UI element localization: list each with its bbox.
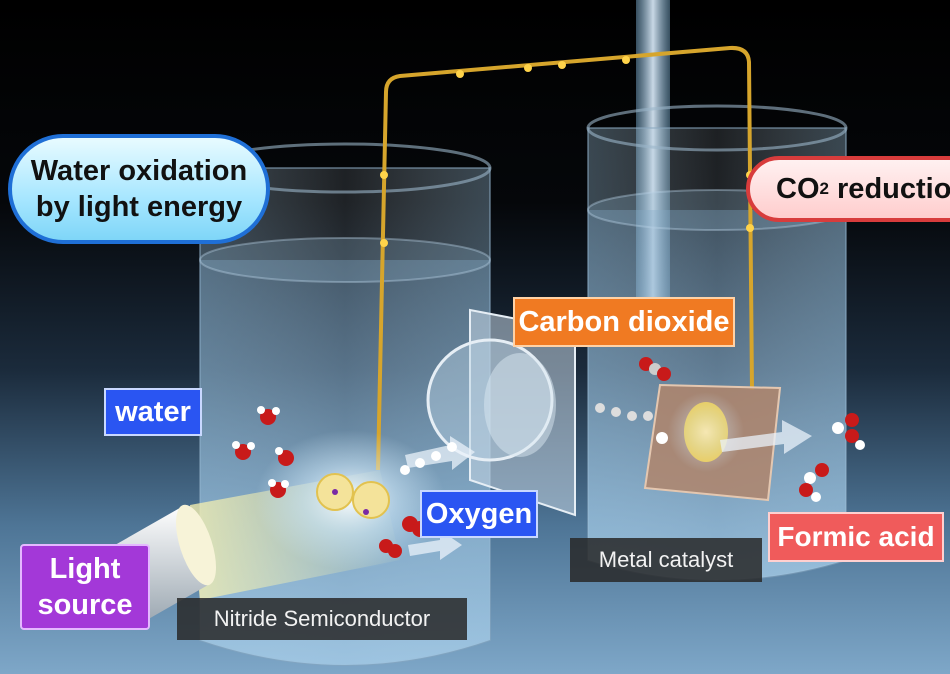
co2-suffix: reduction xyxy=(837,172,950,205)
light-source-line-1: Light xyxy=(49,553,121,585)
co2-prefix: CO xyxy=(776,172,820,205)
catalyst-plate xyxy=(643,383,782,502)
oxygen-label: Oxygen xyxy=(420,490,538,538)
light-source-line-2: source xyxy=(37,589,133,621)
water-oxidation-label: Water oxidation by light energy xyxy=(8,134,270,244)
metal-catalyst-label: Metal catalyst xyxy=(570,538,762,582)
carbon-dioxide-label: Carbon dioxide xyxy=(513,297,735,347)
semiconductor-particles xyxy=(316,473,390,519)
nitride-semiconductor-label: Nitride Semiconductor xyxy=(177,598,467,640)
co2-subscript: 2 xyxy=(819,179,829,198)
water-oxidation-line-1: Water oxidation xyxy=(30,155,248,187)
formic-acid-label: Formic acid xyxy=(768,512,944,562)
water-oxidation-line-2: by light energy xyxy=(35,191,243,223)
co2-reduction-label: CO2 reduction xyxy=(746,156,950,222)
water-label: water xyxy=(104,388,202,436)
external-wire xyxy=(376,45,754,471)
membrane-connector xyxy=(426,308,576,517)
light-source-label: Light source xyxy=(20,544,150,630)
